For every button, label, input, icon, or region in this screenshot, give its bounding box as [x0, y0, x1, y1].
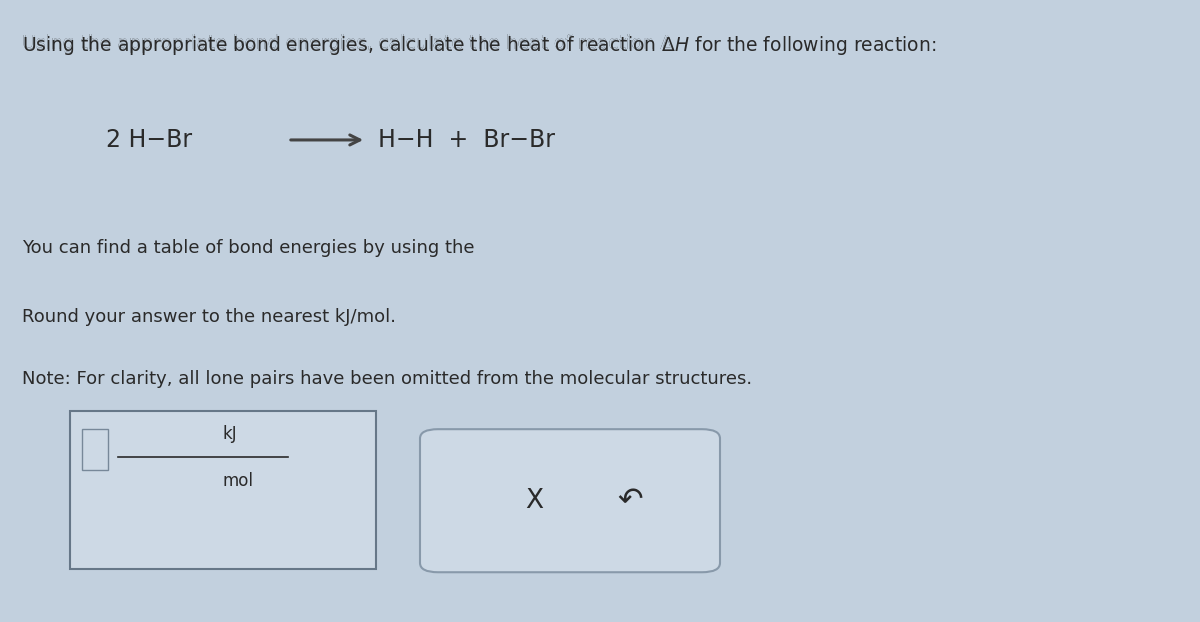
FancyBboxPatch shape — [70, 411, 376, 569]
FancyBboxPatch shape — [82, 429, 108, 470]
Text: You can find a table of bond energies by using the: You can find a table of bond energies by… — [22, 239, 480, 258]
Text: X: X — [524, 488, 544, 514]
Text: H−H  +  Br−Br: H−H + Br−Br — [378, 128, 554, 152]
Text: Using the appropriate bond energies, calculate the heat of reaction ΔH for the f: Using the appropriate bond energies, cal… — [22, 34, 934, 53]
Text: Note: For clarity, all lone pairs have been omitted from the molecular structure: Note: For clarity, all lone pairs have b… — [22, 370, 751, 388]
Text: kJ: kJ — [222, 425, 236, 442]
Text: mol: mol — [222, 472, 253, 490]
Text: Round your answer to the nearest kJ/mol.: Round your answer to the nearest kJ/mol. — [22, 308, 396, 326]
Text: Using the appropriate bond energies, calculate the heat of reaction $\Delta \mat: Using the appropriate bond energies, cal… — [22, 34, 936, 57]
FancyBboxPatch shape — [420, 429, 720, 572]
Text: ↶: ↶ — [617, 486, 643, 515]
Text: 2 H−Br: 2 H−Br — [106, 128, 192, 152]
Text: Using the appropriate bond energies, calculate the heat of reaction Δ: Using the appropriate bond energies, cal… — [22, 34, 673, 53]
